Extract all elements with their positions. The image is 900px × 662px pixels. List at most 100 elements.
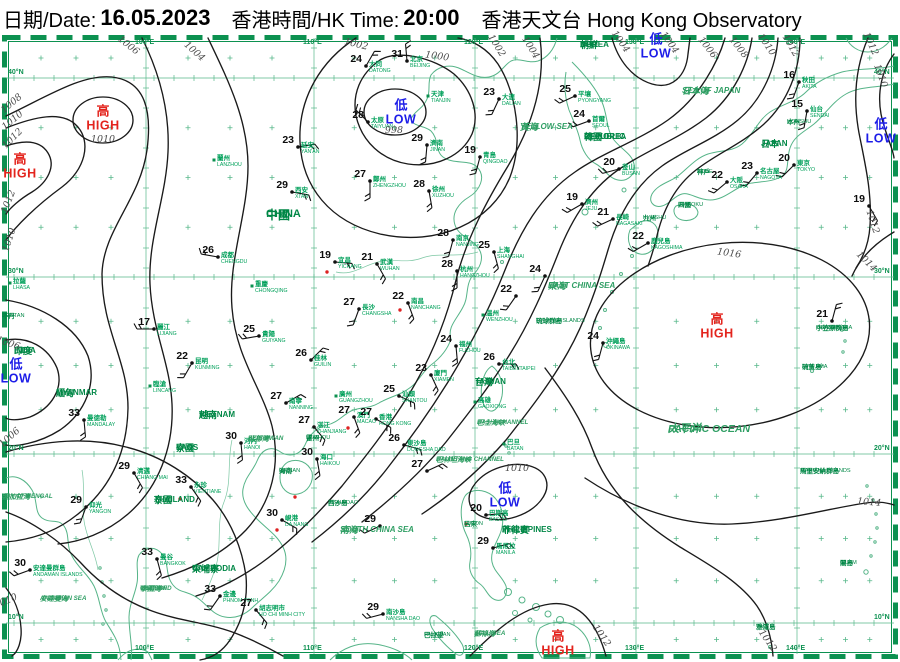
grid-cross: [843, 578, 848, 584]
wind-barb: [346, 308, 360, 327]
grid-cross: [108, 637, 114, 642]
wind-barb: [314, 458, 321, 481]
station-dot: [257, 334, 261, 338]
grid-cross: [512, 578, 518, 584]
grid-cross: [185, 578, 191, 584]
grid-cross: [108, 493, 114, 499]
wind-barb: [426, 463, 448, 472]
grid-cross: [867, 363, 873, 368]
isobar: [855, 37, 872, 269]
wind-barb: [365, 50, 381, 67]
island: [768, 645, 772, 649]
wind-barb: [8, 569, 31, 577]
grid-cross: [754, 493, 760, 499]
wind-barb: [492, 251, 499, 274]
weather-symbol: [325, 270, 329, 274]
grid-cross: [227, 224, 233, 230]
grid-cross: [843, 318, 848, 324]
island: [532, 603, 540, 611]
isobar: [611, 37, 691, 87]
island: [512, 610, 518, 616]
grid-cross: [432, 536, 438, 541]
grid-cross: [818, 578, 824, 584]
grid-cross: [392, 407, 397, 413]
island: [619, 272, 623, 276]
wind-barb: [376, 263, 386, 285]
island: [598, 326, 602, 330]
grid-cross: [754, 175, 760, 180]
weather-symbol: [178, 497, 182, 501]
isobar-closed-high: [589, 241, 871, 429]
isobar-closed-high: [72, 96, 134, 144]
island: [873, 540, 877, 544]
grid-cross: [227, 363, 233, 368]
wind-barb: [485, 512, 507, 520]
river-irrawaddy: [81, 469, 99, 571]
grid-cross: [714, 125, 719, 131]
grid-cross: [843, 125, 848, 131]
wind-barb: [567, 120, 590, 128]
grid-cross: [673, 578, 679, 584]
island: [500, 260, 504, 264]
wind-barb: [739, 172, 758, 187]
grid-cross: [108, 224, 114, 230]
grid-cross: [351, 363, 357, 368]
isobar: [5, 141, 52, 215]
grid-cross: [185, 363, 191, 368]
isobar: [851, 231, 895, 277]
grid-cross: [73, 536, 79, 541]
grid-cross: [818, 493, 824, 499]
wind-barb: [403, 444, 423, 456]
grid-cross: [593, 407, 599, 413]
wind-barb: [485, 98, 500, 116]
wind-barb: [597, 167, 620, 174]
grid-cross: [553, 224, 558, 230]
grid-cross: [593, 578, 599, 584]
isobar: [5, 440, 248, 661]
grid-cross: [593, 493, 599, 499]
coastline-taiwan: [480, 365, 503, 412]
grid-cross: [714, 318, 719, 324]
grid-cross: [818, 175, 824, 180]
grid-cross: [553, 318, 558, 324]
grid-cross: [432, 637, 438, 642]
wind-barb: [430, 374, 439, 396]
grid-cross: [269, 318, 275, 324]
island: [527, 617, 533, 623]
grid-cross: [185, 175, 191, 180]
wind-barb: [361, 612, 384, 619]
grid-cross: [432, 55, 438, 61]
wind-barb: [375, 418, 392, 434]
island: [104, 608, 108, 612]
wind-barb: [786, 81, 800, 100]
station-plots: [8, 40, 878, 630]
grid-cross: [351, 578, 357, 584]
grid-cross: [673, 493, 679, 499]
wind-barb: [285, 394, 307, 404]
weather-symbol: [275, 528, 279, 532]
grid-cross: [73, 637, 79, 642]
grid-cross: [843, 637, 848, 642]
grid-cross: [269, 536, 275, 541]
grid-cross: [351, 637, 357, 642]
wind-barb: [419, 144, 428, 165]
grid-cross: [818, 55, 824, 61]
grid-cross: [818, 536, 824, 541]
wind-barb: [797, 110, 808, 131]
grid-cross: [269, 363, 275, 368]
grid-cross: [185, 536, 191, 541]
coastline-shikoku: [673, 203, 699, 221]
wind-barb: [707, 181, 728, 194]
wind-barb: [775, 164, 795, 178]
island: [843, 339, 847, 343]
city-dot: [481, 313, 485, 317]
wind-barb: [531, 275, 546, 293]
grid-cross: [432, 318, 438, 324]
grid-cross: [818, 318, 824, 324]
river-mekong: [201, 439, 233, 601]
wind-barb: [499, 363, 520, 370]
grid-cross: [512, 318, 518, 324]
wind-barb: [177, 362, 193, 379]
grid-cross: [38, 536, 44, 541]
